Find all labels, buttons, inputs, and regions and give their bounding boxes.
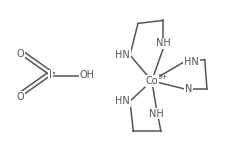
Text: NH: NH xyxy=(148,109,163,119)
Text: N: N xyxy=(184,84,192,94)
Text: NH: NH xyxy=(155,38,170,48)
Text: O: O xyxy=(17,49,25,59)
Text: HN: HN xyxy=(115,50,129,60)
Text: Co: Co xyxy=(145,76,157,86)
Text: I: I xyxy=(49,71,52,80)
Text: OH: OH xyxy=(79,71,95,80)
Text: 3+: 3+ xyxy=(157,74,167,80)
Text: HN: HN xyxy=(115,96,129,106)
Text: HN: HN xyxy=(183,57,198,67)
Text: O: O xyxy=(17,92,25,102)
